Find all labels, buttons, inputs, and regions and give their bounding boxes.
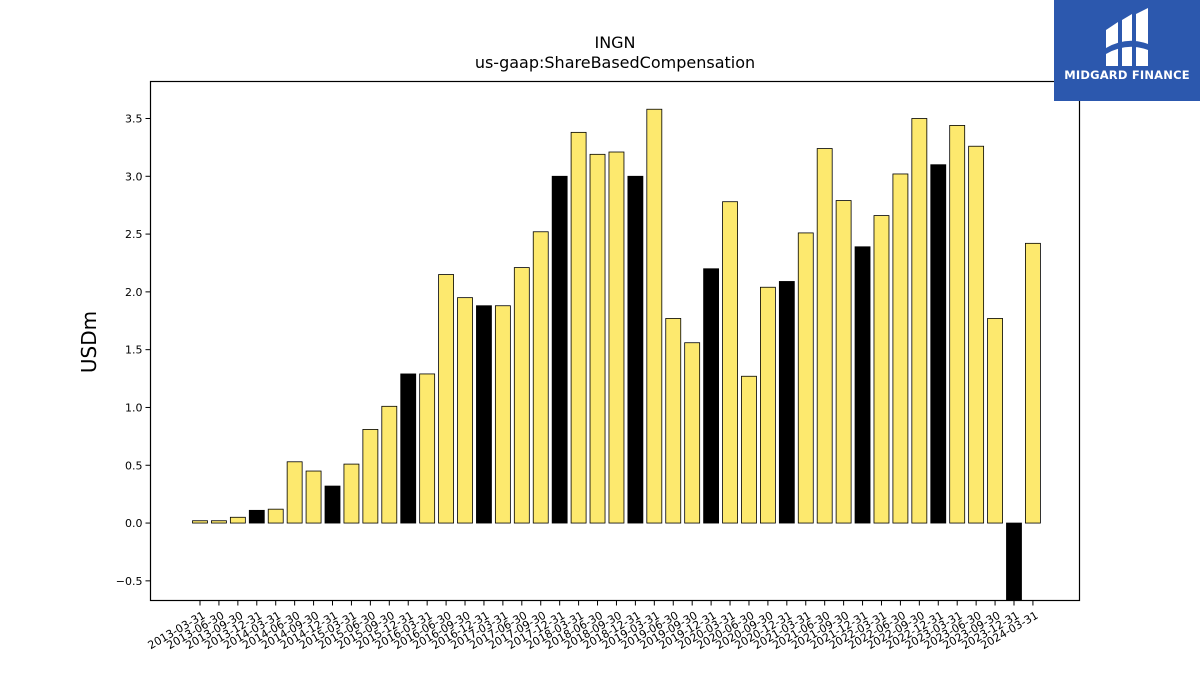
- bar-2022-12-31: [930, 164, 947, 524]
- bar-2021-03-31: [797, 232, 814, 524]
- bar-2018-09-30: [608, 151, 625, 524]
- chart-title: INGN: [594, 33, 635, 52]
- bar-2016-06-30: [438, 274, 454, 524]
- y-tick-label: 0.5: [125, 459, 143, 472]
- bar-2016-03-31: [419, 373, 436, 524]
- bar-2015-09-30: [381, 405, 398, 524]
- y-tick-label: 2.0: [125, 286, 143, 299]
- bars-group: [192, 108, 1041, 601]
- chart-subtitle: us-gaap:ShareBasedCompensation: [475, 53, 755, 72]
- brand-name: MIDGARD FINANCE: [1064, 68, 1190, 82]
- bar-2014-06-30: [286, 461, 303, 524]
- plot-frame: [149, 80, 1081, 602]
- bar-2013-06-30: [211, 520, 227, 524]
- y-tick-label: 3.5: [125, 112, 143, 125]
- bar-2013-09-30: [229, 516, 246, 524]
- x-axis: 2013-03-312013-06-302013-09-302013-12-31…: [146, 600, 1040, 652]
- bar-2023-12-31: [1006, 522, 1022, 601]
- bar-2013-03-31: [192, 520, 208, 524]
- y-tick-label: 1.5: [125, 344, 143, 357]
- bar-2019-12-31: [703, 268, 720, 524]
- bar-2020-03-31: [722, 201, 738, 524]
- bar-2020-12-31: [778, 281, 795, 524]
- bar-2024-03-31: [1025, 242, 1041, 524]
- bar-2013-12-31: [248, 509, 265, 524]
- bar-2017-09-30: [532, 231, 549, 524]
- y-tick-label: 2.5: [125, 228, 143, 241]
- bar-2014-09-30: [305, 470, 322, 524]
- y-axis-label: USDm: [77, 311, 101, 373]
- bar-2020-09-30: [760, 286, 776, 524]
- bar-2022-06-30: [892, 173, 909, 524]
- bar-2017-06-30: [513, 267, 530, 524]
- bar-2022-09-30: [911, 118, 928, 524]
- bar-2015-06-30: [362, 429, 379, 524]
- y-tick-label: 3.0: [125, 170, 143, 183]
- bar-2016-12-31: [476, 305, 492, 524]
- bar-2014-12-31: [324, 485, 341, 524]
- bar-2018-12-31: [627, 175, 644, 524]
- bar-2021-09-30: [835, 200, 852, 524]
- bar-2020-06-30: [741, 375, 757, 524]
- bar-2015-12-31: [400, 373, 417, 524]
- bar-2016-09-30: [457, 297, 473, 524]
- bar-2023-09-30: [987, 318, 1003, 524]
- bar-2017-03-31: [494, 305, 511, 524]
- bar-2014-03-31: [267, 508, 284, 524]
- bar-2015-03-31: [343, 463, 360, 524]
- y-tick-label: 1.0: [125, 401, 143, 414]
- y-axis: −0.5 0.0 0.5 1.0 1.5 2.0 2.5 3.0 3.5: [116, 112, 151, 588]
- bar-2019-03-31: [646, 108, 663, 524]
- y-tick-label: −0.5: [116, 575, 143, 588]
- bar-2023-06-30: [968, 145, 985, 524]
- bar-2018-06-30: [589, 153, 606, 524]
- bar-2018-03-31: [570, 131, 587, 524]
- brand-logo: MIDGARD FINANCE: [1054, 0, 1200, 101]
- y-tick-label: 0.0: [125, 517, 143, 530]
- bar-2019-06-30: [665, 318, 682, 524]
- bar-2021-12-31: [854, 246, 871, 524]
- bar-2021-06-30: [816, 148, 833, 524]
- bar-2022-03-31: [873, 215, 890, 524]
- bar-2019-09-30: [684, 342, 701, 524]
- bar-2017-12-31: [551, 175, 568, 524]
- midgard-logo-icon: [1106, 8, 1148, 66]
- bar-2023-03-31: [949, 125, 966, 524]
